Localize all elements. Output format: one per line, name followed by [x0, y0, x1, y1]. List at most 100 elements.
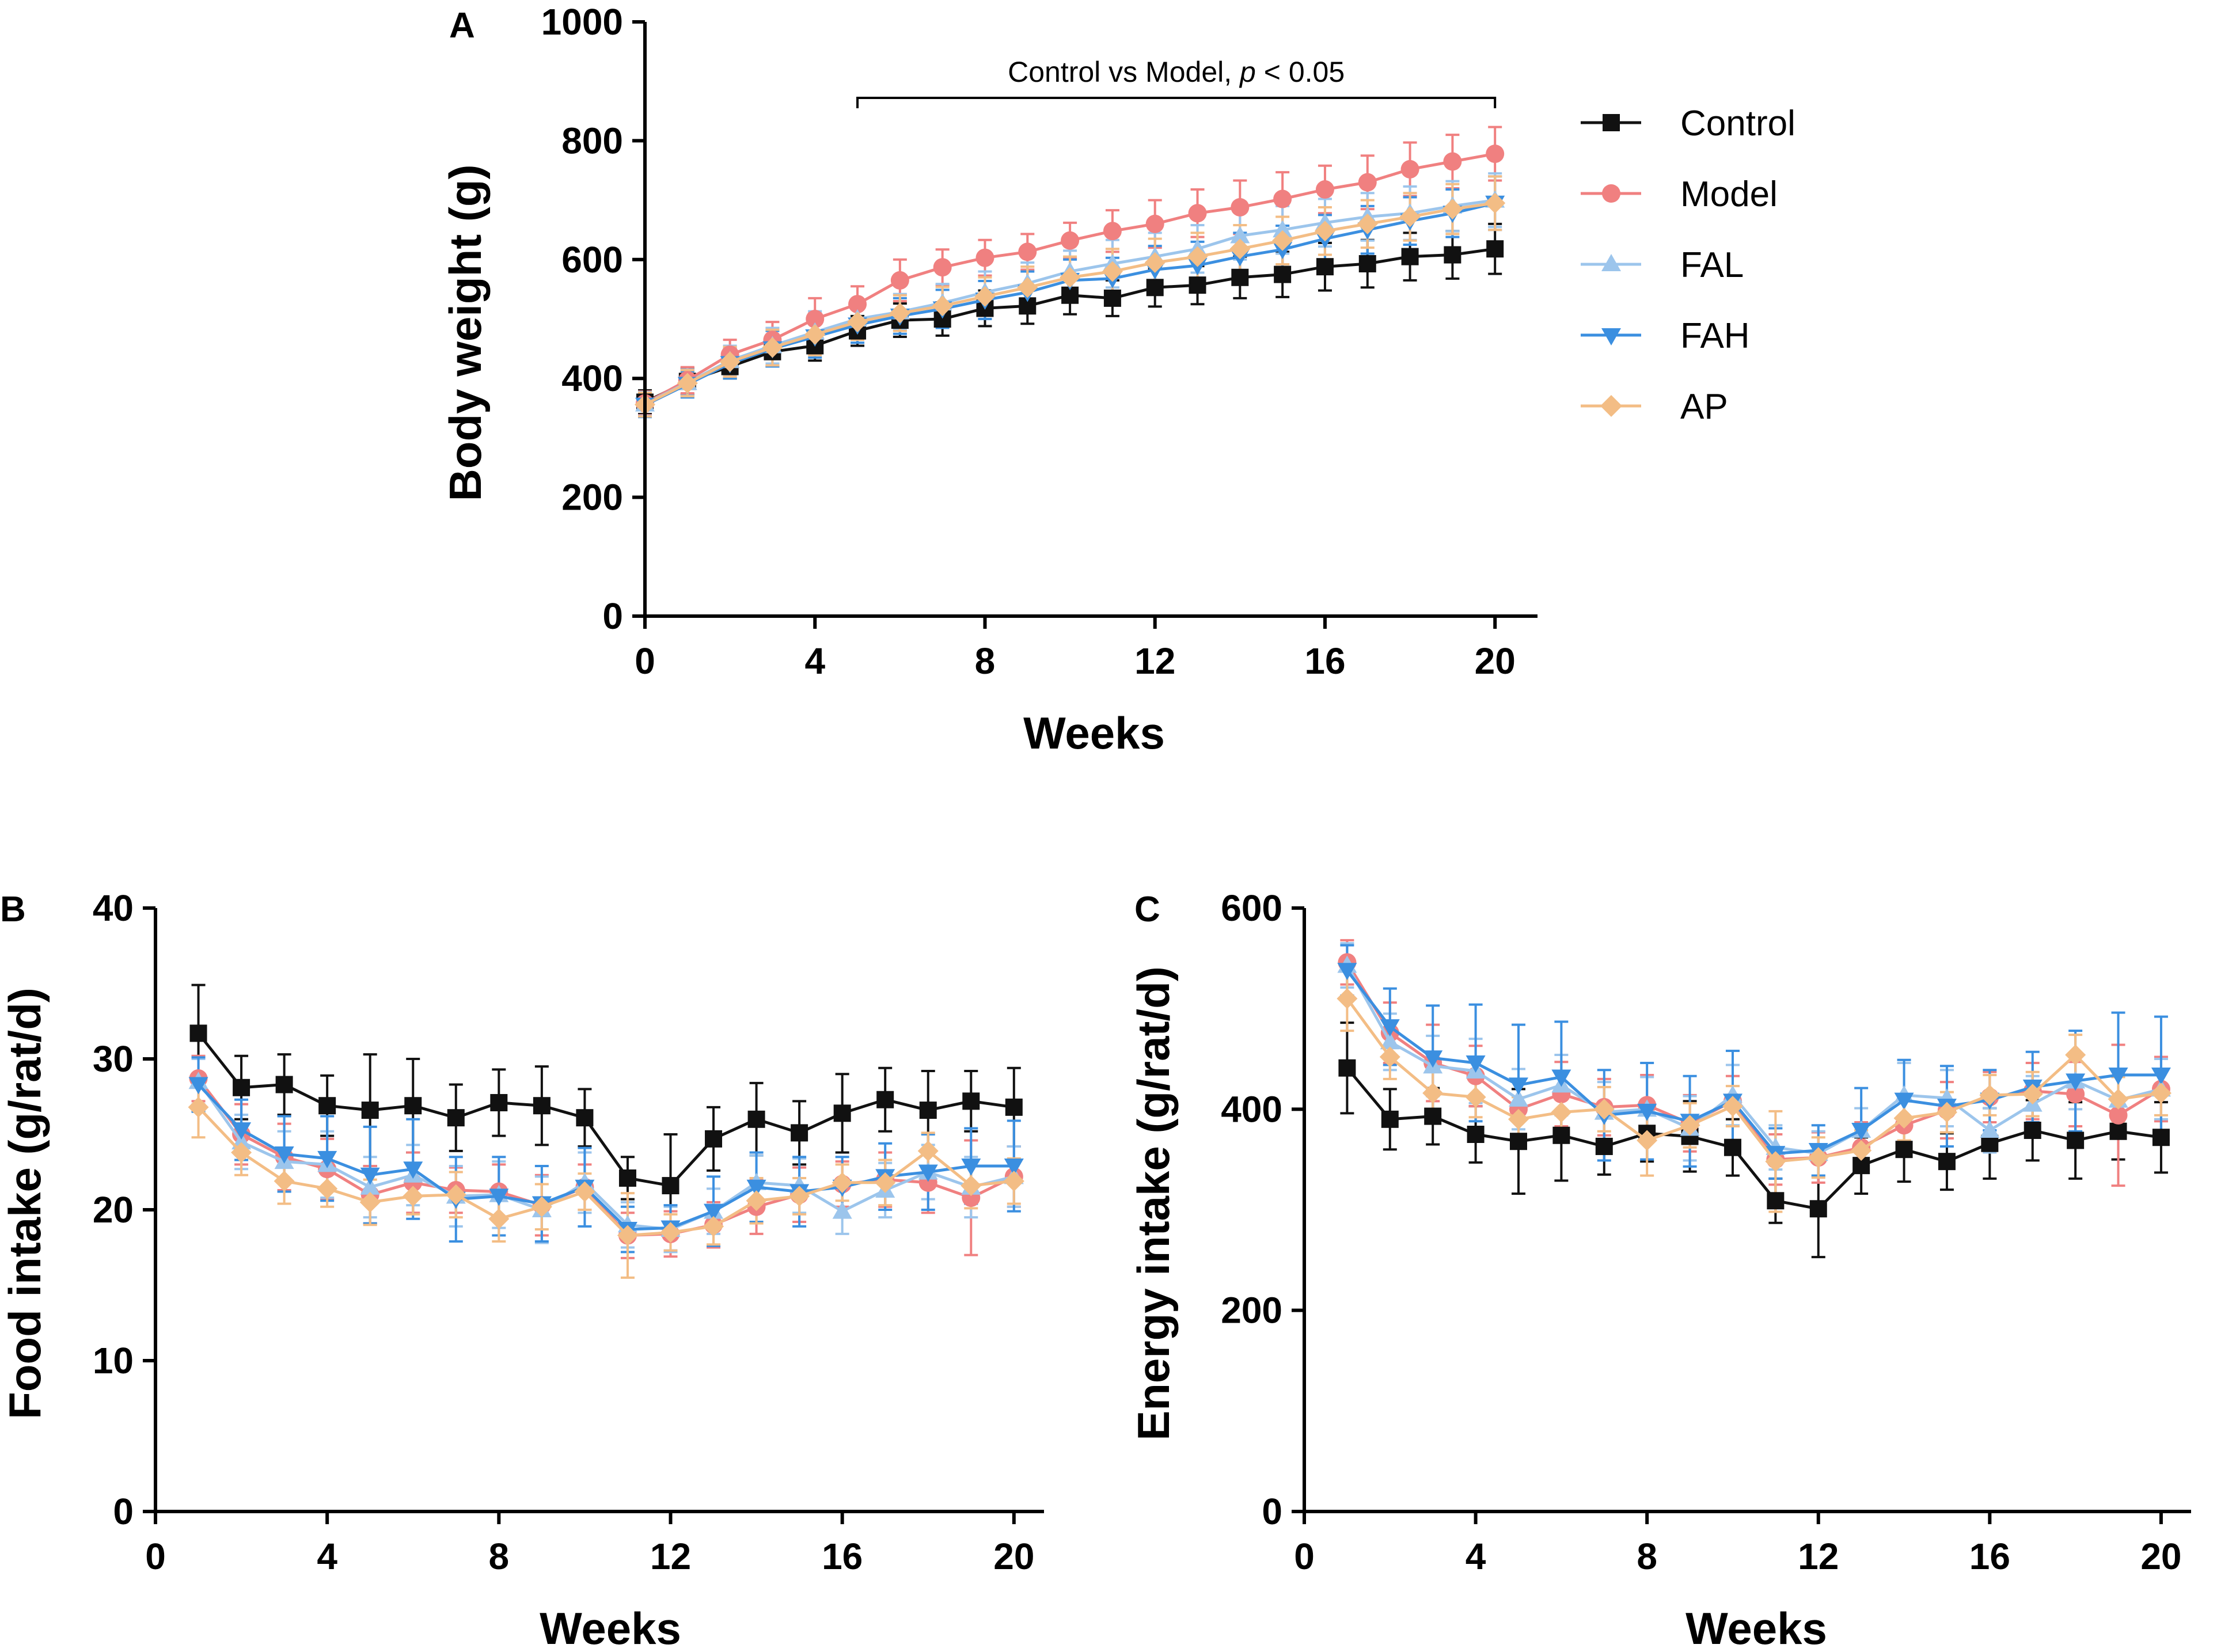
data-point-model — [1145, 214, 1164, 233]
legend-label-fal: FAL — [1680, 245, 1744, 285]
data-point-ap — [1808, 1147, 1829, 1168]
panel-b-letter: B — [0, 890, 26, 929]
legend-marker-control — [1603, 114, 1620, 131]
data-point-control — [533, 1097, 551, 1115]
panel-c-y-tick-label: 400 — [1221, 1088, 1282, 1130]
panel-c-axes — [1292, 906, 2191, 1524]
data-point-control — [1358, 255, 1376, 273]
data-point-fah — [704, 1203, 724, 1221]
data-point-ap — [1593, 1099, 1615, 1120]
data-point-ap — [974, 286, 996, 307]
panel-b-y-axis-title: Food intake (g/rat/d) — [0, 988, 50, 1419]
panel-c-series-fah — [1337, 963, 2171, 1164]
panel-a-y-tick-label: 600 — [561, 239, 623, 280]
data-point-ap — [1422, 1083, 1444, 1104]
data-point-ap — [889, 302, 910, 324]
data-point-model — [1018, 242, 1037, 261]
data-point-control — [233, 1078, 250, 1096]
panel-c-x-tick-label: 16 — [1969, 1536, 2010, 1577]
data-point-ap — [832, 1172, 853, 1193]
legend-label-ap: AP — [1680, 387, 1728, 427]
panel-b-tick-labels: 0 4 8 12 16 20 0 10 20 30 40 — [93, 887, 1035, 1577]
panel-c-x-axis-title: Weeks — [1685, 1603, 1827, 1652]
panel-a-letter: A — [449, 6, 475, 45]
panel-b-y-tick-label: 0 — [113, 1491, 134, 1532]
data-point-control — [2024, 1122, 2041, 1140]
data-point-control — [1938, 1153, 1956, 1171]
data-point-ap — [1357, 213, 1378, 234]
data-point-control — [876, 1091, 894, 1108]
panel-a-series-ap — [635, 192, 1506, 415]
data-point-control — [1381, 1110, 1399, 1128]
data-point-ap — [1765, 1151, 1786, 1172]
data-point-fal — [231, 1132, 252, 1150]
data-point-ap — [1485, 192, 1506, 214]
data-point-control — [791, 1124, 808, 1142]
data-point-control — [1424, 1107, 1442, 1125]
data-point-ap — [847, 312, 868, 333]
data-point-model — [1315, 180, 1334, 199]
data-point-ap — [1442, 199, 1463, 220]
data-point-ap — [1272, 230, 1293, 251]
data-point-control — [404, 1097, 422, 1115]
legend-entry-fah: FAH — [1581, 316, 1750, 356]
data-point-ap — [317, 1178, 338, 1199]
legend-marker-model — [1602, 184, 1620, 203]
data-point-ap — [1979, 1084, 2000, 1106]
significance-bracket — [856, 97, 1497, 108]
data-point-ap — [1187, 246, 1208, 267]
data-point-ap — [617, 1225, 638, 1246]
data-point-fah — [1551, 1069, 1571, 1087]
data-point-model — [975, 248, 994, 267]
data-point-ap — [932, 295, 953, 317]
data-point-ap — [1893, 1108, 1915, 1129]
annotation-prefix: Control vs Model, — [1008, 56, 1240, 88]
data-point-fah — [1851, 1123, 1871, 1141]
annotation-p: p — [1239, 56, 1256, 88]
data-point-ap — [660, 1222, 681, 1243]
panel-a-axes — [632, 20, 1538, 629]
legend-marker-fal — [1601, 254, 1621, 271]
data-point-ap — [804, 324, 826, 345]
panel-b-food-intake: B 0 4 8 12 16 20 0 10 20 30 40 Weeks Food intake (… — [0, 887, 1044, 1652]
data-point-fal — [1380, 1032, 1400, 1050]
data-point-control — [1724, 1138, 1741, 1156]
panel-c-y-tick-label: 600 — [1221, 887, 1282, 929]
legend: Control Model FAL FAH AP — [1581, 104, 1795, 427]
data-point-control — [919, 1102, 937, 1119]
panel-b-errors-control — [191, 983, 1021, 1239]
data-point-model — [848, 295, 867, 314]
data-point-control — [1189, 276, 1206, 294]
data-point-control — [705, 1130, 723, 1148]
panel-b-errors-fal — [191, 1058, 1021, 1254]
data-point-model — [1486, 145, 1505, 164]
data-point-model — [1358, 173, 1377, 192]
data-point-ap — [961, 1175, 982, 1197]
data-point-model — [890, 271, 909, 290]
data-point-control — [618, 1169, 636, 1187]
data-point-ap — [1399, 206, 1421, 227]
data-point-ap — [1229, 238, 1251, 260]
data-point-fah — [2151, 1067, 2171, 1085]
data-point-fah — [317, 1150, 337, 1168]
panel-a-x-tick-label: 4 — [804, 640, 825, 682]
data-point-fah — [2066, 1073, 2086, 1091]
panel-c-errors-fal — [1340, 942, 2168, 1177]
data-point-control — [275, 1076, 293, 1093]
data-point-fal — [360, 1177, 380, 1195]
panel-c-series-control — [1338, 1059, 2170, 1218]
panel-c-y-tick-label: 200 — [1221, 1290, 1282, 1331]
legend-label-fah: FAH — [1680, 316, 1750, 356]
panel-b-series-ap — [188, 1096, 1024, 1246]
data-point-ap — [2022, 1084, 2043, 1105]
legend-entry-model: Model — [1581, 174, 1778, 214]
panel-b-y-tick-label: 10 — [93, 1340, 134, 1381]
panel-b-x-axis-title: Weeks — [540, 1603, 681, 1652]
panel-a-series — [635, 145, 1506, 415]
data-point-control — [1401, 248, 1419, 265]
data-point-control — [1486, 240, 1504, 258]
data-point-control — [361, 1102, 379, 1119]
